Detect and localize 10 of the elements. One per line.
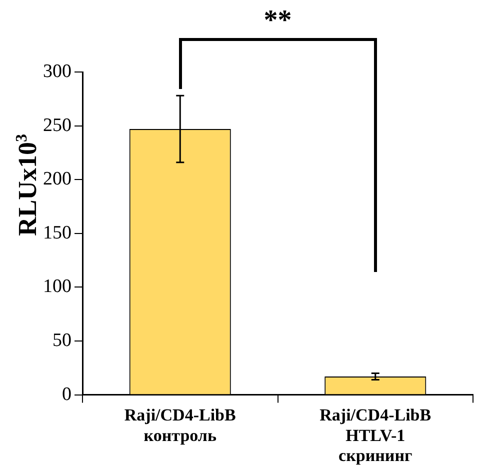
y-tick-label: 150 xyxy=(43,222,72,244)
y-tick-label: 50 xyxy=(52,330,72,351)
x-tick-label: Raji/CD4-LibB контроль xyxy=(124,405,236,445)
y-tick-label: 300 xyxy=(43,60,72,82)
y-tick-label: 200 xyxy=(43,168,72,190)
text: ** xyxy=(262,5,293,37)
y-tick-label: 0 xyxy=(62,384,72,405)
x-tick-label: Raji/CD4-LibB HTLV-1 скрининг xyxy=(320,405,432,466)
y-tick-label: 100 xyxy=(43,276,72,298)
y-tick-label: 250 xyxy=(43,114,72,136)
